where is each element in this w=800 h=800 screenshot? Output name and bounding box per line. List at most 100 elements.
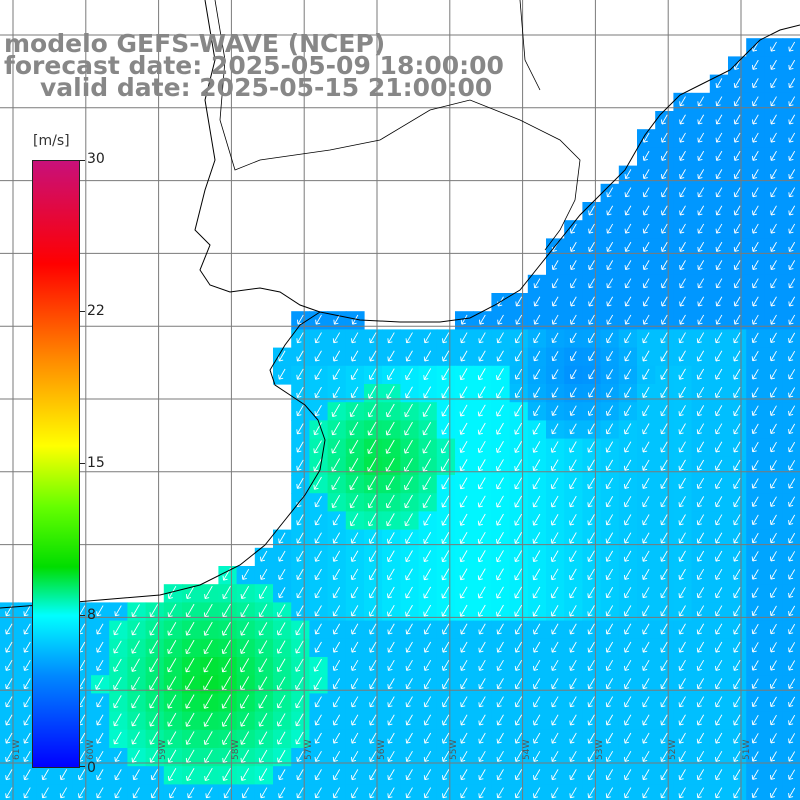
wind-arrow-head [715, 392, 717, 398]
wind-speed-cell [637, 748, 656, 767]
wind-arrow [788, 114, 796, 125]
wind-arrow-shaft [752, 169, 759, 179]
wind-arrow [715, 169, 723, 180]
wind-speed-cell [582, 566, 602, 585]
wind-arrow-head [569, 523, 575, 526]
wind-speed-cell [327, 602, 347, 622]
wind-arrow-head [315, 377, 320, 380]
wind-speed-cell [327, 547, 347, 567]
wind-arrow-head [422, 448, 424, 454]
wind-arrow-head [733, 174, 736, 179]
wind-speed-cell [655, 311, 674, 330]
wind-arrow [349, 494, 359, 509]
wind-arrow [770, 41, 777, 52]
wind-arrow-head [606, 319, 608, 325]
wind-speed-cell [163, 711, 183, 731]
wind-speed-cell [618, 602, 638, 622]
wind-arrow-head [752, 341, 757, 344]
wind-arrow-shaft [204, 585, 213, 599]
wind-arrow-head [587, 720, 590, 726]
wind-arrow-shaft [660, 532, 668, 544]
wind-speed-cell [527, 638, 547, 658]
wind-arrow-head [150, 615, 155, 618]
wind-arrow-head [734, 432, 739, 435]
wind-speed-cell [145, 657, 165, 676]
wind-speed-cell [527, 384, 547, 403]
wind-speed-cell [618, 493, 638, 512]
wind-speed-cell [728, 129, 747, 148]
wind-speed-cell [637, 220, 656, 239]
wind-speed-cell [655, 129, 674, 148]
wind-arrow-shaft [715, 550, 723, 562]
wind-arrow-shaft [752, 260, 759, 270]
wind-arrow [569, 605, 577, 617]
wind-arrow-head [496, 429, 498, 435]
wind-arrow-shaft [386, 457, 395, 472]
wind-speed-cell [345, 657, 365, 676]
wind-arrow-head [369, 702, 371, 707]
wind-speed-cell [509, 693, 529, 713]
wind-arrow-shaft [315, 314, 322, 325]
wind-speed-cell [509, 547, 529, 567]
wind-arrow-head [715, 487, 721, 489]
wind-arrow-shaft [404, 458, 413, 472]
wind-arrow-head [751, 665, 754, 671]
wind-arrow [715, 260, 723, 271]
wind-arrow-head [5, 738, 7, 744]
wind-speed-cell [637, 547, 656, 567]
wind-speed-cell [309, 693, 329, 713]
wind-arrow-shaft [788, 405, 796, 416]
wind-arrow-shaft [570, 405, 577, 416]
wind-arrow-head [624, 578, 630, 580]
wind-arrow-head [404, 448, 406, 454]
wind-speed-cell [436, 511, 456, 531]
wind-arrow [606, 314, 614, 325]
wind-arrow [440, 458, 450, 472]
wind-arrow [660, 587, 668, 599]
wind-arrow-head [715, 465, 717, 471]
wind-speed-cell [491, 493, 511, 512]
wind-arrow-head [370, 341, 375, 344]
wind-speed-cell [764, 511, 784, 531]
wind-arrow-head [770, 504, 775, 507]
wind-speed-cell [618, 529, 638, 549]
wind-arrow [588, 296, 595, 307]
wind-speed-cell [673, 311, 693, 330]
wind-speed-cell [527, 456, 547, 476]
wind-arrow-head [533, 374, 535, 380]
wind-speed-cell [673, 111, 693, 130]
wind-speed-cell [345, 584, 365, 603]
wind-arrow-shaft [260, 568, 268, 580]
wind-speed-cell [618, 183, 638, 203]
wind-arrow-head [332, 469, 337, 472]
wind-arrow-head [715, 137, 718, 143]
wind-arrow-head [733, 246, 736, 252]
wind-arrow-head [697, 155, 699, 161]
wind-speed-cell [436, 402, 456, 421]
wind-arrow [551, 350, 559, 362]
wind-arrow-shaft [242, 568, 250, 580]
wind-arrow-head [313, 448, 315, 453]
wind-arrow [733, 568, 741, 580]
wind-arrow-head [296, 520, 298, 525]
wind-arrow-head [643, 432, 648, 435]
wind-arrow-head [403, 466, 406, 472]
wind-arrow-head [404, 503, 406, 508]
wind-speed-cell [145, 602, 165, 622]
wind-arrow-head [789, 195, 794, 198]
wind-arrow-shaft [661, 260, 668, 270]
wind-arrow-shaft [333, 386, 341, 398]
wind-arrow-head [441, 593, 443, 599]
wind-speed-cell [709, 511, 729, 531]
wind-arrow [752, 150, 759, 161]
wind-arrow-head [661, 578, 666, 580]
wind-arrow [422, 494, 432, 508]
wind-arrow-shaft [606, 223, 614, 234]
wind-speed-cell [600, 438, 620, 458]
wind-arrow [459, 531, 468, 544]
wind-arrow-head [569, 720, 571, 726]
wind-arrow-head [514, 629, 517, 635]
wind-speed-cell [291, 620, 310, 640]
wind-arrow-head [751, 720, 754, 725]
wind-speed-cell [655, 511, 674, 531]
